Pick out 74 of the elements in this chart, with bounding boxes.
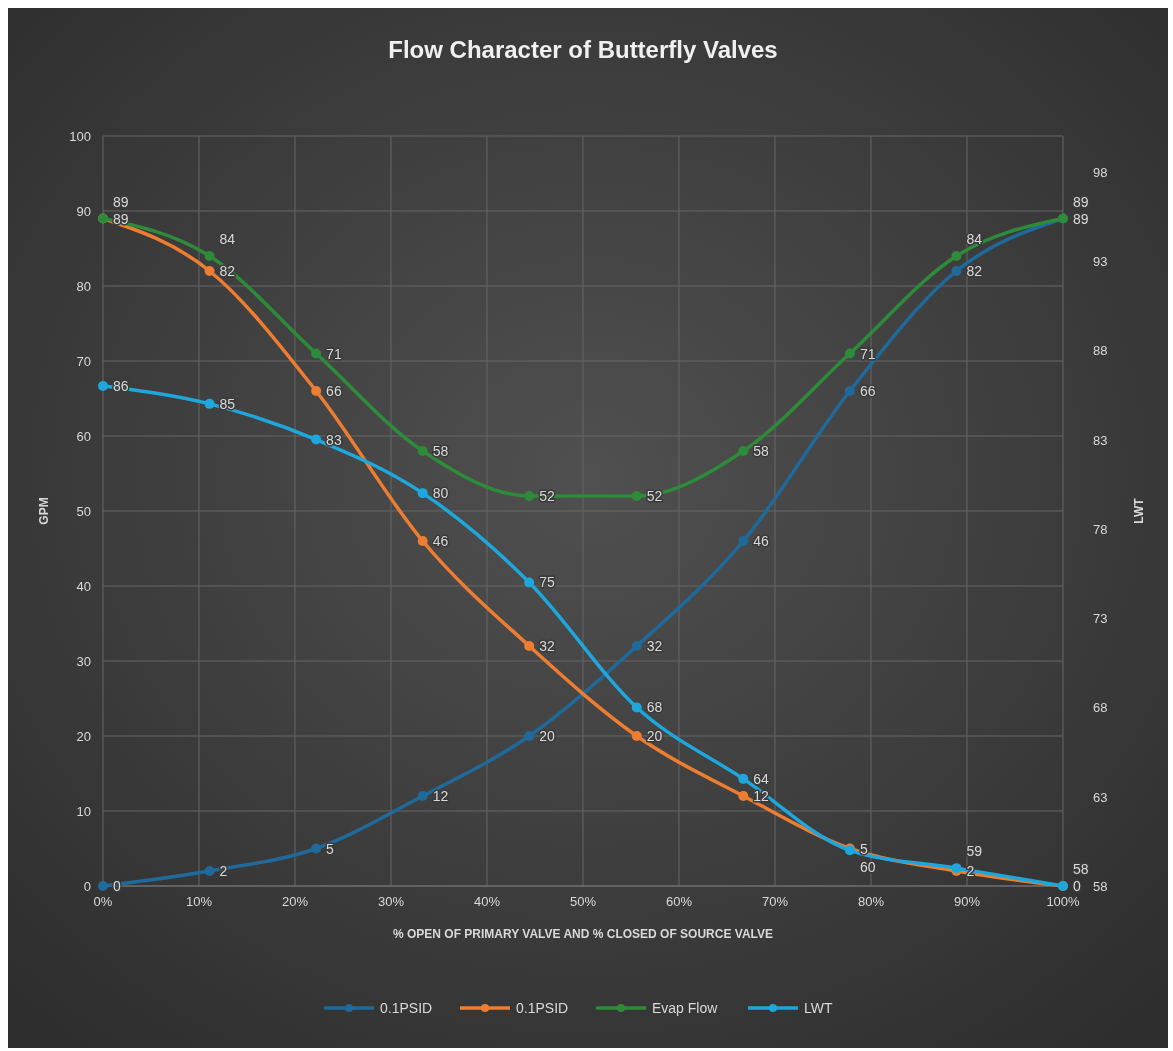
x-tick-label: 40%	[473, 894, 501, 909]
y2-tick-label: 98	[1093, 164, 1108, 180]
legend-label: LWT	[804, 1000, 833, 1016]
y2-tick-label: 93	[1093, 254, 1108, 269]
y-tick-label: 10	[76, 804, 91, 819]
x-tick-label: 20%	[281, 894, 309, 909]
data-label: 52	[539, 488, 556, 504]
data-label: 60	[859, 859, 876, 876]
data-label: 0	[113, 878, 121, 894]
y2-tick-label: 58	[1093, 879, 1108, 894]
legend-label: Evap Flow	[652, 1000, 719, 1016]
data-label: 82	[219, 263, 236, 279]
data-label: 0	[1073, 878, 1081, 894]
x-tick-label: 10%	[185, 894, 213, 909]
y2-tick-label: 88	[1093, 343, 1108, 359]
x-tick-label: 0%	[93, 894, 113, 909]
y-tick-label: 70	[76, 354, 91, 369]
data-label: 66	[326, 383, 342, 399]
y-tick-label: 80	[76, 279, 91, 294]
y-tick-label: 30	[76, 654, 91, 669]
data-label: 58	[753, 443, 770, 459]
y-tick-label: 0	[83, 879, 91, 894]
data-label: 20	[539, 728, 556, 744]
data-label: 89	[113, 193, 129, 210]
data-label: 20	[646, 728, 663, 744]
legend-label: 0.1PSID	[516, 1000, 569, 1016]
y2-tick-label: 68	[1093, 700, 1108, 716]
data-label: 52	[646, 488, 663, 504]
data-label: 89	[1073, 210, 1089, 227]
y2-tick-label: 78	[1093, 521, 1108, 537]
data-label: 66	[859, 383, 876, 399]
data-label: 12	[753, 788, 770, 804]
data-label: 59	[966, 843, 983, 860]
y-tick-label: 50	[76, 504, 91, 519]
data-label: 12	[432, 788, 449, 804]
data-label: 82	[966, 263, 983, 279]
x-tick-label: 70%	[761, 894, 789, 909]
data-label: 64	[753, 770, 770, 787]
data-label: 84	[966, 231, 983, 247]
data-label: 5	[326, 840, 335, 857]
x-tick-label: 100%	[1046, 894, 1081, 909]
x-tick-label: 90%	[953, 894, 981, 909]
data-label: 89	[1073, 193, 1089, 210]
y2-tick-label: 73	[1093, 611, 1108, 627]
legend-label: 0.1PSID	[380, 1000, 433, 1016]
x-tick-label: 50%	[569, 894, 597, 909]
data-label: 46	[432, 533, 449, 549]
data-label: 58	[432, 443, 449, 459]
data-label: 75	[539, 574, 556, 591]
data-label: 80	[432, 485, 449, 502]
y-tick-label: 60	[76, 429, 91, 444]
data-label: 58	[1073, 861, 1089, 877]
x-tick-label: 60%	[665, 894, 693, 909]
x-axis-title: % OPEN OF PRIMARY VALVE AND % CLOSED OF SOURCE VALVE	[392, 927, 774, 941]
x-tick-label: 30%	[377, 894, 405, 909]
x-tick-label: 80%	[857, 894, 885, 909]
y2-tick-label: 63	[1093, 789, 1108, 805]
y-tick-label: 90	[76, 204, 91, 219]
data-label: 32	[646, 638, 663, 654]
data-label: 46	[753, 533, 770, 549]
data-label: 89	[113, 210, 129, 227]
y-tick-label: 40	[76, 579, 91, 594]
y-tick-label: 20	[76, 729, 91, 744]
y-tick-label: 100	[69, 129, 91, 144]
chart-title: Flow Character of Butterfly Valves	[388, 36, 778, 63]
y2-tick-label: 83	[1093, 432, 1108, 448]
y2-axis-title: LWT	[1132, 497, 1146, 524]
data-label: 84	[219, 231, 236, 247]
y-axis-title: GPM	[37, 497, 51, 525]
data-label: 68	[646, 699, 663, 716]
data-label: 32	[539, 638, 556, 654]
data-label: 71	[859, 345, 876, 362]
data-label: 83	[326, 431, 342, 448]
data-label: 71	[326, 345, 342, 362]
